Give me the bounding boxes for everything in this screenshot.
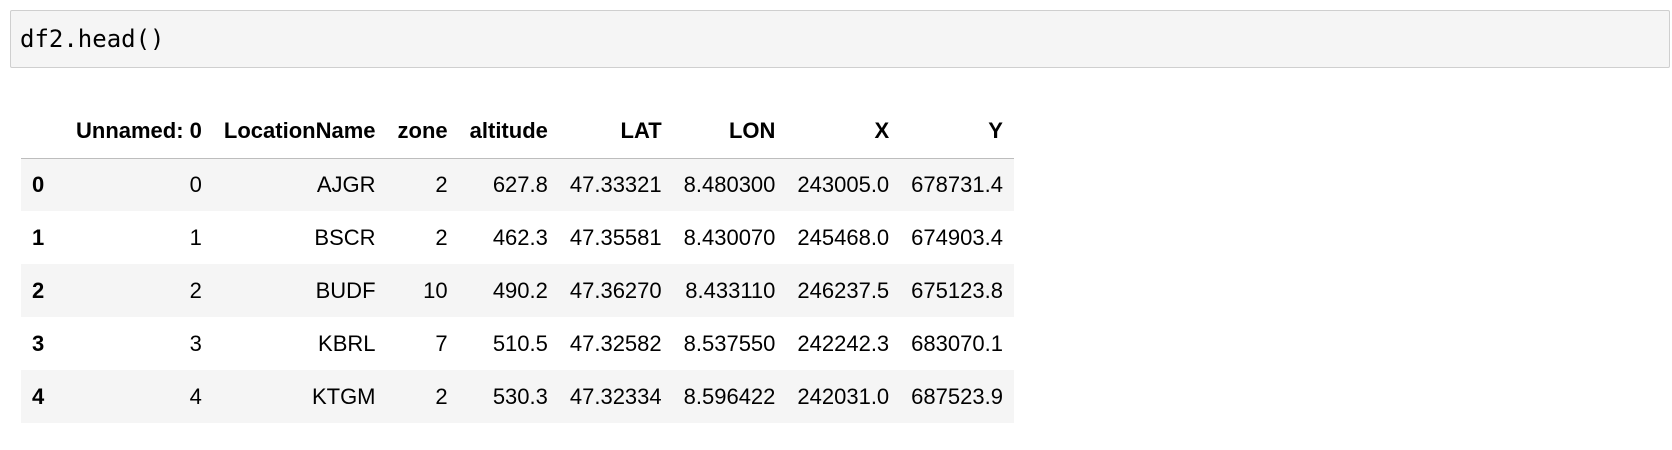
cell-zone: 2 xyxy=(435,171,448,197)
cell-output: Unnamed: 0 LocationName zone altitude LA… xyxy=(21,104,1014,423)
cell-altitude: 490.2 xyxy=(492,277,548,303)
cell-lon: 8.430070 xyxy=(683,224,776,250)
cell-lat: 47.32582 xyxy=(569,330,662,356)
column-header-zone: zone xyxy=(386,104,459,159)
column-header-y: Y xyxy=(900,104,1014,159)
table-row: 3 3 KBRL 7 510.5 47.32582 8.537550 24224… xyxy=(21,317,1014,370)
table-row: 0 0 AJGR 2 627.8 47.33321 8.480300 24300… xyxy=(21,158,1014,211)
cell-x: 243005.0 xyxy=(797,171,890,197)
row-index: 4 xyxy=(32,383,45,409)
column-header-unnamed-0: Unnamed: 0 xyxy=(65,104,213,159)
cell-altitude: 510.5 xyxy=(492,330,548,356)
table-header-row: Unnamed: 0 LocationName zone altitude LA… xyxy=(21,104,1014,159)
cell-lat: 47.33321 xyxy=(569,171,662,197)
cell-altitude: 627.8 xyxy=(492,171,548,197)
code-cell-input[interactable]: df2.head() xyxy=(10,10,1670,68)
cell-zone: 10 xyxy=(423,277,448,303)
cell-lat: 47.36270 xyxy=(569,277,662,303)
cell-unnamed-0: 2 xyxy=(189,277,202,303)
cell-locationname: KTGM xyxy=(311,383,376,409)
cell-x: 246237.5 xyxy=(797,277,890,303)
cell-zone: 2 xyxy=(435,224,448,250)
table-row: 4 4 KTGM 2 530.3 47.32334 8.596422 24203… xyxy=(21,370,1014,423)
row-index: 2 xyxy=(32,277,45,303)
cell-unnamed-0: 4 xyxy=(189,383,202,409)
row-index: 0 xyxy=(32,171,45,197)
code-text: df2.head() xyxy=(20,25,165,53)
column-header-locationname: LocationName xyxy=(212,104,387,159)
cell-x: 242031.0 xyxy=(797,383,890,409)
cell-unnamed-0: 1 xyxy=(189,224,202,250)
cell-lon: 8.433110 xyxy=(685,277,776,303)
cell-altitude: 530.3 xyxy=(492,383,548,409)
column-header-lon: LON xyxy=(672,104,787,159)
table-row: 2 2 BUDF 10 490.2 47.36270 8.433110 2462… xyxy=(21,264,1014,317)
cell-x: 242242.3 xyxy=(797,330,890,356)
cell-y: 675123.8 xyxy=(911,277,1003,303)
cell-zone: 2 xyxy=(435,383,448,409)
cell-y: 687523.9 xyxy=(911,383,1003,409)
cell-y: 674903.4 xyxy=(911,224,1003,250)
column-header-x: X xyxy=(786,104,901,159)
cell-y: 683070.1 xyxy=(911,330,1003,356)
cell-lon: 8.480300 xyxy=(683,171,776,197)
table-row: 1 1 BSCR 2 462.3 47.35581 8.430070 24546… xyxy=(21,211,1014,264)
cell-lon: 8.537550 xyxy=(683,330,776,356)
column-header-lat: LAT xyxy=(558,104,673,159)
column-header-altitude: altitude xyxy=(458,104,559,159)
dataframe-table: Unnamed: 0 LocationName zone altitude LA… xyxy=(21,104,1014,423)
row-index: 3 xyxy=(32,330,45,356)
cell-lat: 47.32334 xyxy=(569,383,662,409)
cell-locationname: BUDF xyxy=(315,277,376,303)
row-index: 1 xyxy=(32,224,45,250)
cell-unnamed-0: 0 xyxy=(189,171,202,197)
cell-locationname: AJGR xyxy=(316,171,376,197)
cell-zone: 7 xyxy=(435,330,448,356)
cell-lon: 8.596422 xyxy=(683,383,776,409)
column-header-index xyxy=(21,104,65,159)
cell-lat: 47.35581 xyxy=(569,224,662,250)
cell-locationname: BSCR xyxy=(314,224,376,250)
cell-x: 245468.0 xyxy=(797,224,890,250)
cell-y: 678731.4 xyxy=(911,171,1003,197)
cell-unnamed-0: 3 xyxy=(189,330,202,356)
cell-locationname: KBRL xyxy=(318,330,376,356)
cell-altitude: 462.3 xyxy=(492,224,548,250)
